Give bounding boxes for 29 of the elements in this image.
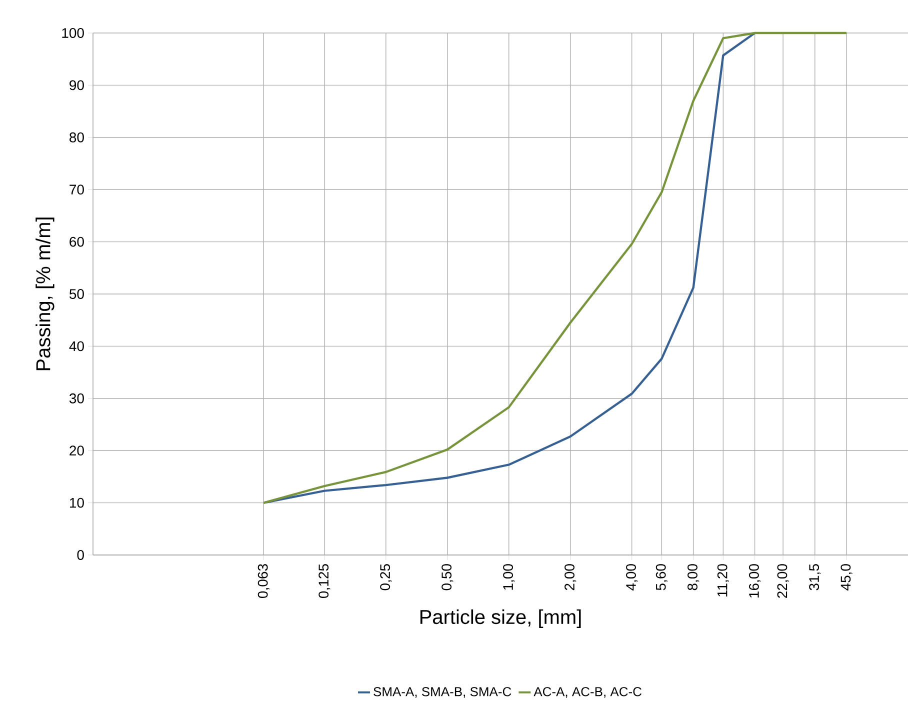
x-tick-label: 5,60 [656,564,668,590]
y-tick-label: 60 [70,236,84,247]
x-tick-label: 2,00 [564,564,576,590]
y-tick-label: 80 [70,132,84,142]
x-tick-label: 31,5 [809,564,821,590]
x-tick-label: 11,20 [717,564,729,596]
y-tick-label: 20 [70,446,84,456]
x-tick-label: 45,0 [840,564,852,590]
legend-label: AC-A, AC-B, AC-C [534,687,642,698]
y-tick-label: 30 [69,393,84,404]
x-tick-label: 16,00 [749,564,761,598]
y-tick-label: 70 [70,184,84,195]
y-tick-label: 10 [70,498,84,508]
x-tick-label: 4,00 [626,564,638,590]
legend-label: SMA-A, SMA-B, SMA-C [374,687,512,698]
x-tick-label: 8,00 [688,564,700,590]
x-axis-title: Particle size, [mm] [420,609,581,628]
y-tick-label: 90 [70,80,84,90]
x-tick-label: 1,00 [503,564,515,590]
y-tick-label: 50 [69,289,84,299]
x-tick-label: 0,25 [380,564,392,590]
x-tick-label: 0,063 [258,564,270,598]
x-tick-label: 0,125 [318,564,330,598]
y-axis-title: Passing, [% m/m] [36,218,54,370]
y-tick-label: 0 [77,550,84,560]
x-tick-label: 0,50 [442,564,454,590]
y-tick-label: 100 [62,28,84,38]
y-tick-label: 40 [69,341,84,352]
x-tick-label: 22,00 [777,564,789,598]
